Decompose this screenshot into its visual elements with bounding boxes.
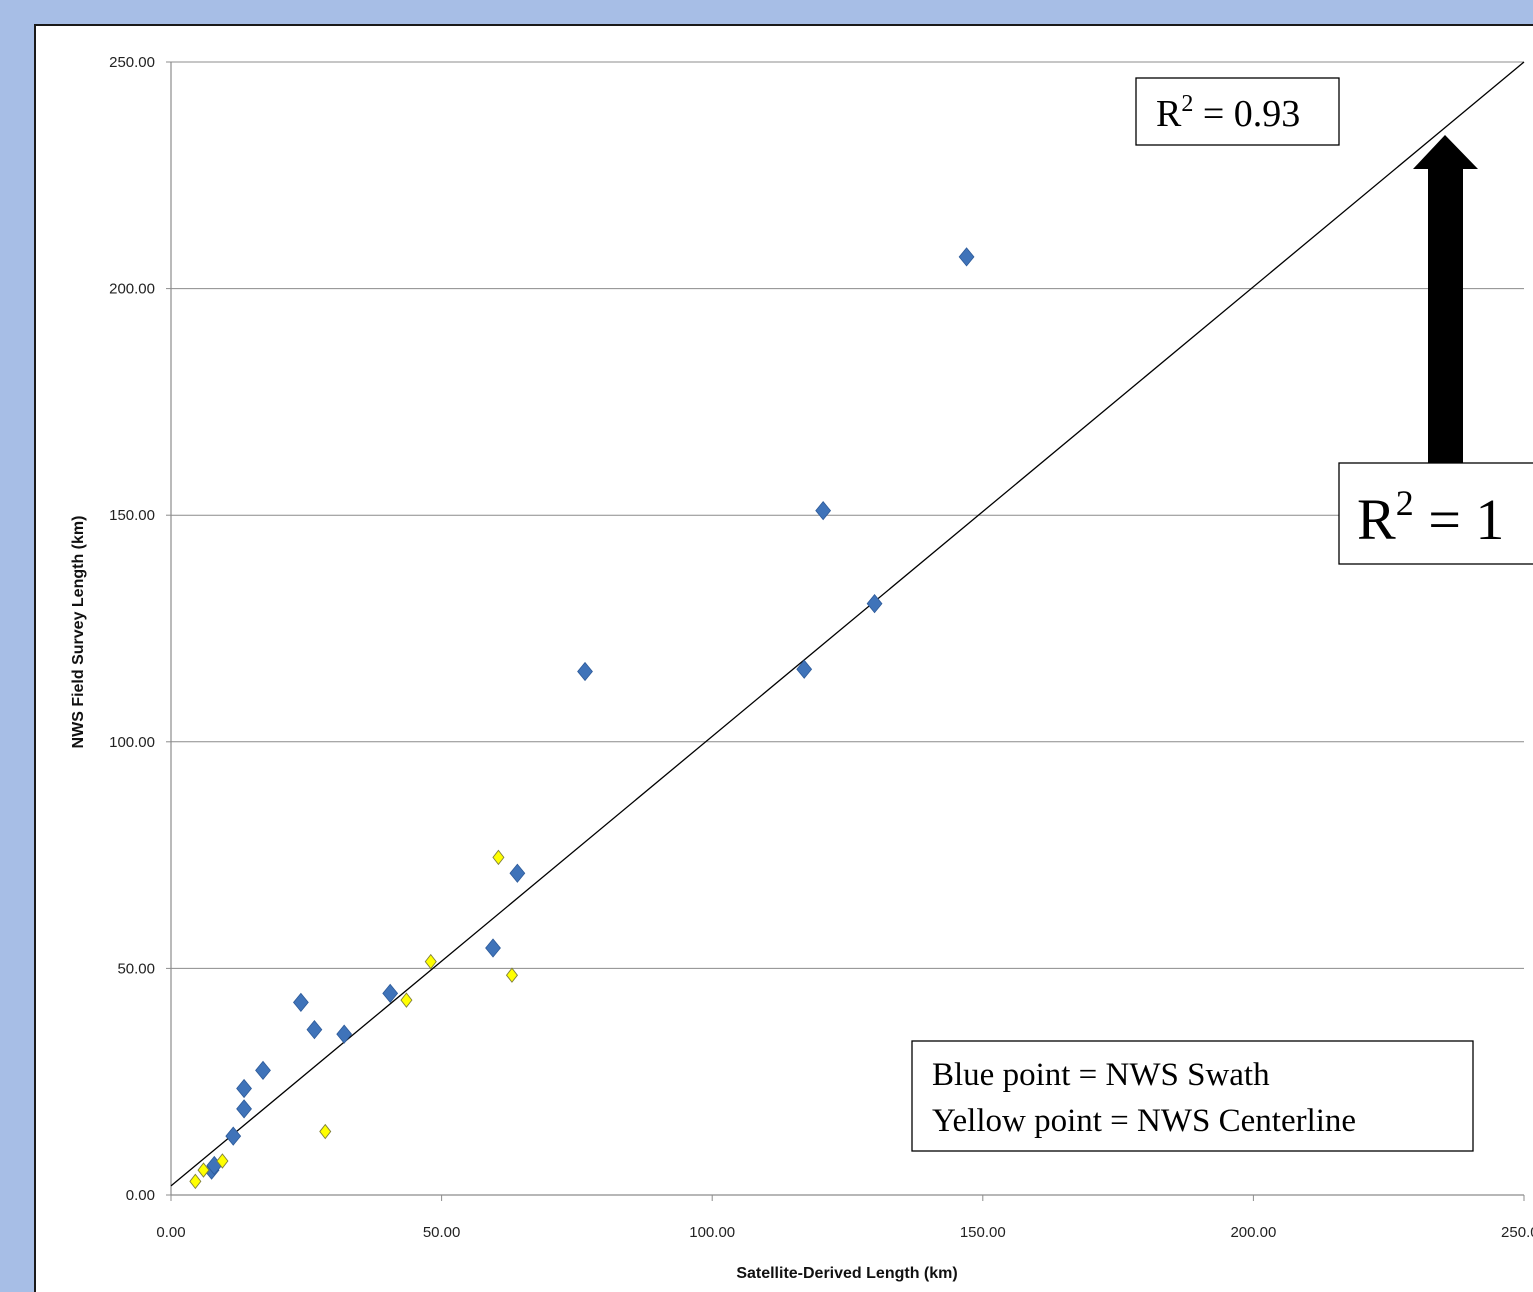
centerline-point — [319, 1123, 332, 1140]
x-tick-label: 50.00 — [423, 1224, 461, 1241]
y-axis-title: NWS Field Survey Length (km) — [70, 516, 87, 749]
r2-exponent: 2 — [1181, 91, 1193, 117]
centerline-point — [400, 992, 413, 1008]
centerline-point — [505, 967, 518, 983]
data-points — [189, 247, 975, 1190]
swath-point — [815, 501, 832, 521]
swath-point — [336, 1024, 353, 1044]
ideal-r2-label: R — [1357, 487, 1396, 552]
gridlines — [171, 61, 1524, 969]
swath-point — [382, 983, 399, 1003]
x-axis-title: Satellite-Derived Length (km) — [736, 1265, 957, 1282]
swath-point — [225, 1126, 242, 1146]
centerline-point — [492, 849, 505, 866]
swath-point — [958, 247, 975, 267]
swath-point — [577, 661, 593, 682]
svg-text:R2 = 0.93: R2 = 0.93 — [1156, 91, 1300, 135]
ideal-r2-exponent: 2 — [1396, 483, 1414, 523]
y-tick-label: 150.00 — [109, 507, 155, 524]
legend-box: Blue point = NWS Swath Yellow point = NW… — [911, 1040, 1474, 1152]
tick-labels: 0.00 50.00 100.00 150.00 200.00 250.00 0.00 50.… — [109, 54, 1533, 1241]
chart-panel: 0.00 50.00 100.00 150.00 200.00 250.00 0.00 50.… — [34, 24, 1533, 1292]
swath-point — [255, 1060, 271, 1081]
x-tick-label: 150.00 — [960, 1224, 1006, 1241]
centerline-point — [197, 1162, 210, 1178]
up-arrow-icon — [1413, 135, 1478, 464]
y-tick-label: 100.00 — [109, 734, 155, 751]
swath-point — [236, 1099, 252, 1119]
y-tick-label: 200.00 — [109, 281, 155, 298]
x-tick-label: 0.00 — [156, 1224, 185, 1241]
centerline-point — [189, 1173, 202, 1190]
reference-line-layer — [170, 61, 1525, 1187]
ideal-r2-box: R2 = 1 — [1338, 462, 1533, 565]
centerline-point — [424, 953, 437, 970]
x-tick-label: 250.00 — [1501, 1224, 1533, 1241]
y-tick-label: 0.00 — [126, 1187, 155, 1204]
swath-point — [509, 863, 526, 883]
r2-value: = 0.93 — [1193, 93, 1300, 135]
x-tick-label: 100.00 — [689, 1224, 735, 1241]
swath-point — [485, 938, 501, 958]
x-tick-label: 200.00 — [1230, 1224, 1276, 1241]
swath-point — [292, 992, 309, 1013]
swath-point — [236, 1078, 252, 1099]
r2-label: R — [1156, 93, 1182, 135]
axes — [166, 61, 1525, 1201]
swath-point — [306, 1019, 323, 1040]
ideal-r2-value: = 1 — [1414, 487, 1505, 552]
svg-text:R2 = 1: R2 = 1 — [1357, 483, 1504, 552]
legend-swath-text: Blue point = NWS Swath — [932, 1057, 1270, 1093]
y-tick-label: 50.00 — [117, 960, 155, 977]
swath-point — [866, 593, 883, 614]
r2-annotation-box: R2 = 0.93 — [1135, 77, 1340, 146]
reference-line — [170, 61, 1525, 1187]
y-tick-label: 250.00 — [109, 54, 155, 71]
legend-centerline-text: Yellow point = NWS Centerline — [932, 1103, 1356, 1139]
centerline-point — [216, 1153, 229, 1169]
scatter-chart: 0.00 50.00 100.00 150.00 200.00 250.00 0.00 50.… — [70, 54, 1533, 1282]
swath-point — [796, 659, 813, 679]
